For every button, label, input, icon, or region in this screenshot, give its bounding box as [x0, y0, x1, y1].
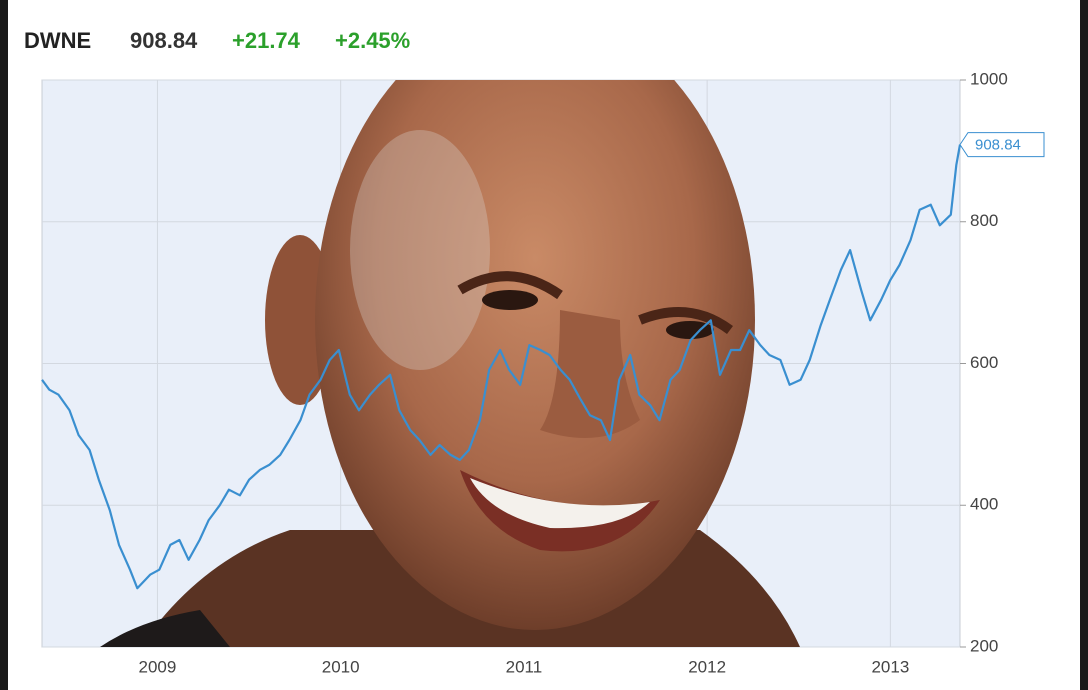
last-value-label: 908.84	[975, 137, 1021, 154]
x-tick-label: 2012	[688, 657, 726, 676]
frame-edge	[0, 0, 8, 690]
price-line	[41, 144, 962, 590]
x-tick-label: 2010	[322, 657, 360, 676]
background-photo	[100, 80, 800, 647]
y-tick-label: 400	[970, 495, 998, 514]
y-tick-label: 800	[970, 211, 998, 230]
y-tick-label: 1000	[970, 69, 1008, 88]
price: 908.84	[130, 28, 198, 53]
x-tick-label: 2013	[871, 657, 909, 676]
symbol: DWNE	[24, 28, 91, 53]
x-tick-label: 2011	[506, 657, 543, 676]
y-tick-label: 200	[970, 636, 998, 655]
last-value-callout	[959, 132, 1045, 158]
change-percent: +2.45%	[335, 28, 410, 53]
change: +21.74	[232, 28, 301, 53]
frame-edge	[1080, 0, 1088, 690]
x-tick-label: 2009	[139, 657, 177, 676]
y-tick-label: 600	[970, 353, 998, 372]
